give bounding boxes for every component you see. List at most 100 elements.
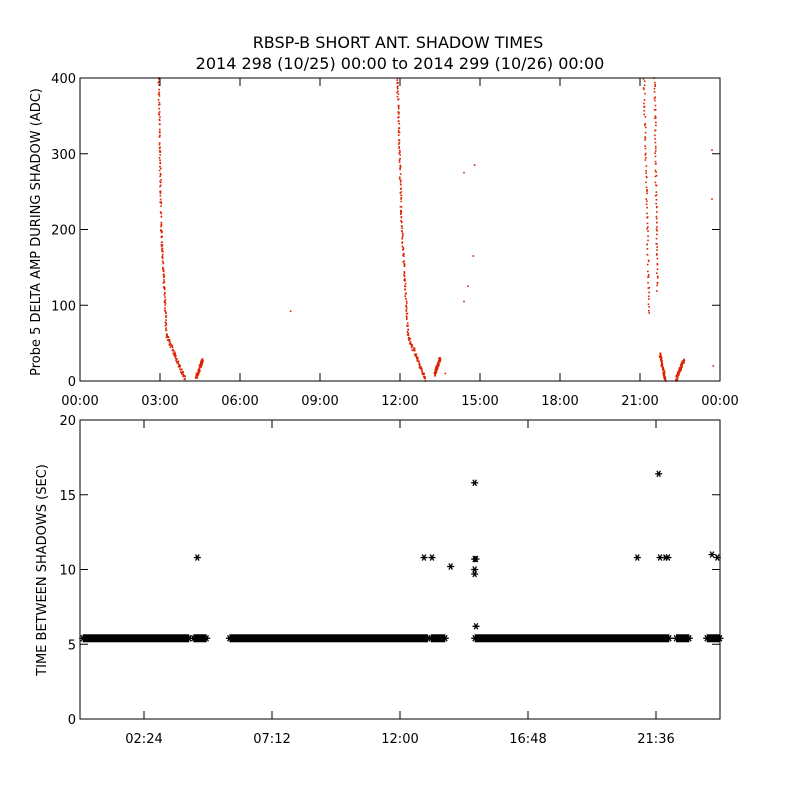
data-point bbox=[159, 131, 161, 134]
data-point bbox=[399, 210, 402, 212]
data-point bbox=[175, 355, 177, 357]
data-point bbox=[165, 319, 167, 321]
data-point bbox=[401, 242, 404, 244]
data-point bbox=[179, 365, 181, 368]
data-point bbox=[656, 284, 658, 287]
data-point bbox=[398, 145, 401, 148]
data-point bbox=[173, 354, 175, 356]
data-point bbox=[663, 373, 665, 376]
data-point bbox=[654, 152, 656, 154]
data-point bbox=[654, 169, 657, 172]
data-point bbox=[160, 221, 163, 224]
data-point bbox=[160, 212, 163, 215]
data-point bbox=[659, 352, 661, 355]
data-point bbox=[164, 292, 166, 294]
data-point bbox=[158, 103, 161, 106]
asterisk-marker bbox=[685, 634, 693, 642]
data-point bbox=[655, 221, 658, 224]
data-point bbox=[647, 239, 649, 242]
data-point bbox=[160, 230, 162, 232]
data-point bbox=[398, 147, 400, 149]
data-point bbox=[655, 217, 658, 220]
data-point bbox=[401, 230, 403, 233]
data-point bbox=[420, 368, 423, 370]
data-point bbox=[403, 265, 406, 268]
data-point bbox=[405, 304, 408, 307]
data-point bbox=[169, 346, 172, 349]
asterisk-marker bbox=[471, 570, 479, 578]
data-point bbox=[197, 369, 200, 372]
x-tick-label: 00:00 bbox=[61, 394, 98, 409]
data-point bbox=[177, 360, 180, 363]
data-point bbox=[174, 357, 177, 360]
data-point bbox=[174, 352, 177, 355]
data-point bbox=[444, 372, 447, 375]
data-point bbox=[656, 249, 658, 251]
data-point bbox=[402, 234, 404, 236]
data-point bbox=[656, 229, 658, 232]
data-point bbox=[165, 316, 167, 319]
asterisk-marker bbox=[428, 554, 436, 561]
data-point bbox=[424, 376, 426, 378]
data-point bbox=[157, 81, 160, 84]
data-point bbox=[642, 87, 645, 89]
data-point bbox=[406, 316, 408, 319]
data-point bbox=[656, 268, 659, 270]
data-point bbox=[681, 364, 683, 367]
x-tick-label: 09:00 bbox=[301, 394, 338, 409]
asterisk-marker bbox=[665, 634, 673, 642]
figure-title: RBSP-B SHORT ANT. SHADOW TIMES bbox=[253, 33, 544, 52]
data-point bbox=[654, 81, 656, 84]
data-point bbox=[676, 371, 679, 373]
data-point bbox=[678, 371, 681, 373]
data-point bbox=[398, 129, 400, 132]
data-point bbox=[184, 375, 186, 378]
data-point bbox=[405, 305, 407, 308]
data-point bbox=[654, 137, 656, 140]
figure-subtitle: 2014 298 (10/25) 00:00 to 2014 299 (10/2… bbox=[196, 54, 605, 73]
data-point bbox=[399, 151, 401, 153]
data-point bbox=[165, 312, 167, 315]
data-point bbox=[158, 111, 161, 113]
data-point bbox=[463, 300, 465, 303]
data-point bbox=[418, 364, 421, 366]
data-point bbox=[654, 134, 656, 137]
y-tick-label: 100 bbox=[51, 299, 76, 314]
data-point bbox=[159, 184, 162, 187]
data-point bbox=[402, 246, 405, 249]
data-point bbox=[417, 360, 419, 362]
data-point bbox=[397, 85, 399, 88]
data-point bbox=[159, 185, 161, 188]
data-point bbox=[171, 346, 174, 349]
x-tick-label: 07:12 bbox=[253, 732, 290, 747]
data-point bbox=[657, 276, 659, 279]
data-point bbox=[655, 202, 657, 205]
data-point bbox=[399, 173, 402, 175]
data-point bbox=[195, 374, 198, 377]
data-point bbox=[647, 260, 650, 263]
data-point bbox=[655, 194, 658, 196]
data-point bbox=[402, 255, 405, 257]
x-tick-label: 06:00 bbox=[221, 394, 258, 409]
data-point bbox=[399, 168, 401, 171]
data-point bbox=[655, 254, 658, 256]
data-point bbox=[400, 216, 403, 218]
data-point bbox=[161, 244, 164, 247]
bottom-y-axis-label: TIME BETWEEN SHADOWS (SEC) bbox=[35, 464, 50, 677]
data-point bbox=[658, 355, 661, 357]
data-point bbox=[159, 180, 161, 183]
data-point bbox=[157, 93, 160, 95]
data-point bbox=[169, 342, 172, 345]
data-point bbox=[158, 113, 160, 116]
asterisk-marker bbox=[633, 554, 641, 561]
data-point bbox=[159, 161, 161, 164]
data-point bbox=[677, 376, 679, 378]
data-point bbox=[643, 124, 646, 127]
data-point bbox=[647, 235, 649, 237]
data-point bbox=[473, 164, 476, 166]
data-point bbox=[165, 327, 167, 330]
data-point bbox=[647, 309, 650, 312]
data-point bbox=[654, 147, 657, 150]
data-point bbox=[655, 191, 658, 193]
asterisk-marker bbox=[655, 470, 663, 478]
